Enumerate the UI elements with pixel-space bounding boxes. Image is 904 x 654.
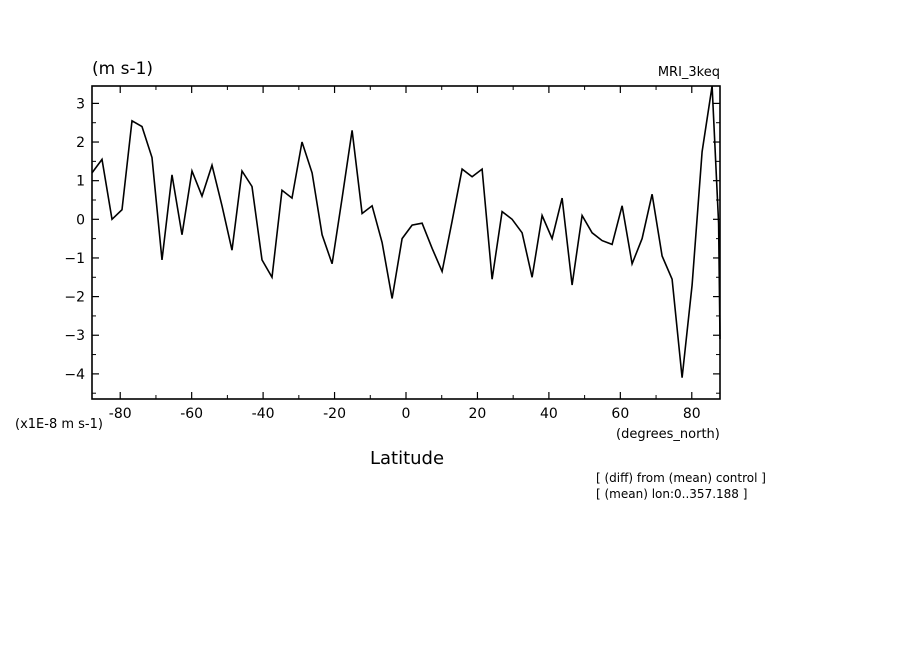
x-axis-title: Latitude — [370, 448, 444, 469]
note-line-1: [ (diff) from (mean) control ] — [596, 471, 766, 485]
x-tick-label: 0 — [402, 406, 411, 422]
y-tick-label: −1 — [64, 251, 85, 267]
x-tick-label: -60 — [180, 406, 203, 422]
data-series-line — [91, 85, 721, 378]
x-tick-label: 40 — [540, 406, 558, 422]
y-tick-label: −3 — [64, 328, 85, 344]
y-tick-label: −2 — [64, 290, 85, 306]
x-tick-label: 60 — [611, 406, 629, 422]
x-tick-label: -20 — [323, 406, 346, 422]
y-tick-label: 2 — [76, 135, 85, 151]
y-tick-label: 1 — [76, 174, 85, 190]
units-label: (m s-1) — [92, 59, 153, 79]
plot-frame — [91, 85, 721, 400]
x-tick-label: 80 — [683, 406, 701, 422]
y-tick-label: 3 — [76, 96, 85, 112]
model-label: MRI_3keq — [658, 65, 720, 80]
note-line-2: [ (mean) lon:0..357.188 ] — [596, 487, 747, 501]
x-axis: -80 -60 -40 -20 0 20 40 60 80 — [109, 86, 701, 422]
scale-label: (x1E-8 m s-1) — [15, 417, 103, 432]
x-tick-label: 20 — [469, 406, 487, 422]
x-tick-label: -80 — [109, 406, 132, 422]
y-tick-label: 0 — [76, 212, 85, 228]
x-tick-label: -40 — [252, 406, 275, 422]
y-axis: 3 2 1 0 −1 −2 −3 −4 — [64, 96, 720, 394]
x-units-label: (degrees_north) — [616, 427, 720, 442]
y-tick-label: −4 — [64, 367, 85, 383]
